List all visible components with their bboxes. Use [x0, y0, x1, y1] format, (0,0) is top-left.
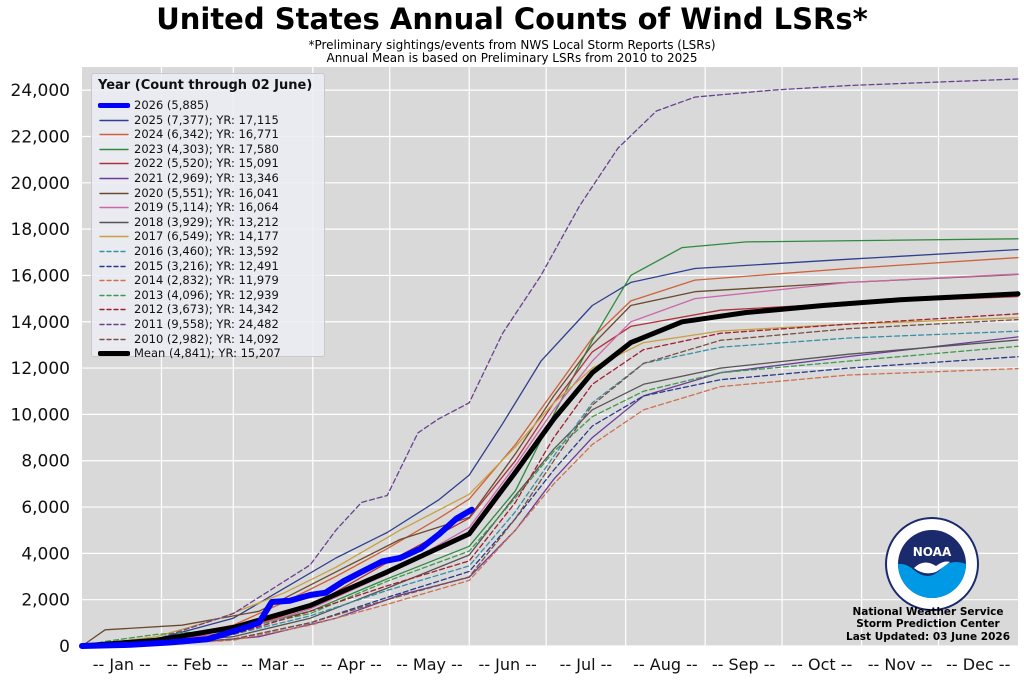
- credit-line-1: National Weather Service: [852, 605, 1004, 618]
- legend-swatch: [99, 119, 129, 121]
- legend-entry: 2012 (3,673); YR: 14,342: [98, 302, 324, 317]
- legend-label: 2023 (4,303); YR: 17,580: [134, 141, 279, 156]
- legend-entry: 2025 (7,377); YR: 17,115: [98, 113, 324, 128]
- legend-swatch: [99, 206, 129, 209]
- legend-label: 2014 (2,832); YR: 11,979: [134, 273, 279, 288]
- legend-swatch: [99, 279, 129, 282]
- x-tick-label: -- Jan --: [93, 655, 151, 674]
- series-line-16: [81, 318, 1019, 647]
- x-tick-label: -- Apr --: [321, 655, 382, 674]
- x-tick-label: -- Dec --: [946, 655, 1010, 674]
- legend-entry: 2021 (2,969); YR: 13,346: [98, 171, 324, 186]
- legend-entry: 2014 (2,832); YR: 11,979: [98, 273, 324, 288]
- series-line-0: [79, 506, 475, 649]
- series-line-15: [81, 78, 1019, 647]
- x-tick-label: -- Oct --: [791, 655, 852, 674]
- x-tick-label: -- Mar --: [241, 655, 304, 674]
- legend-swatch: [99, 163, 129, 165]
- legend-label: 2021 (2,969); YR: 13,346: [134, 171, 279, 185]
- x-tick-label: -- Jul --: [560, 655, 613, 674]
- chart-subtitle-line2: Annual Mean is based on Preliminary LSRs…: [326, 51, 698, 65]
- legend-label: 2024 (6,342); YR: 16,771: [134, 127, 279, 142]
- x-tick-label: -- Jun --: [479, 655, 537, 674]
- y-tick-label: 14,000: [11, 313, 70, 333]
- legend-entry: 2013 (4,096); YR: 12,939: [98, 288, 324, 303]
- series-line-13: [81, 345, 1019, 647]
- legend-swatch: [99, 294, 129, 296]
- legend-entry: 2020 (5,551); YR: 16,041: [98, 186, 324, 201]
- legend-swatch: [99, 177, 129, 180]
- noaa-logo-icon: NOAA: [885, 517, 979, 611]
- series-line-8: [81, 339, 1019, 647]
- legend-entry: 2022 (5,520); YR: 15,091: [98, 156, 324, 171]
- y-tick-label: 4,000: [21, 544, 70, 564]
- legend-label: 2013 (4,096); YR: 12,939: [134, 287, 279, 302]
- legend-swatch: [98, 103, 130, 108]
- credit-line-2: Storm Prediction Center: [856, 618, 1000, 630]
- legend-label: 2010 (2,982); YR: 14,092: [134, 331, 279, 346]
- y-tick-label: 18,000: [11, 220, 70, 240]
- x-tick-label: -- May --: [396, 655, 462, 674]
- chart-title: United States Annual Counts of Wind LSRs…: [156, 2, 868, 36]
- legend-swatch: [99, 309, 129, 311]
- legend-label: 2015 (3,216); YR: 12,491: [134, 258, 279, 273]
- legend-entry: 2019 (5,114); YR: 16,064: [98, 200, 324, 215]
- series-line-6: [81, 273, 1019, 647]
- legend-label: 2018 (3,929); YR: 13,212: [134, 214, 279, 229]
- y-tick-label: 8,000: [21, 452, 70, 472]
- legend-label: 2025 (7,377); YR: 17,115: [134, 112, 279, 127]
- x-tick-label: -- Nov --: [868, 655, 933, 674]
- legend-swatch: [99, 133, 129, 136]
- y-tick-label: 10,000: [11, 405, 70, 425]
- legend-entry: 2023 (4,303); YR: 17,580: [98, 142, 324, 157]
- y-tick-label: 0: [59, 637, 70, 657]
- legend-swatch: [99, 338, 129, 340]
- legend-title: Year (Count through 02 June): [98, 78, 313, 93]
- y-tick-label: 24,000: [11, 81, 70, 101]
- y-tick-label: 6,000: [21, 498, 70, 518]
- legend-swatch: [98, 351, 130, 357]
- legend-entry: Mean (4,841); YR: 15,207: [98, 346, 324, 361]
- legend-entry: 2011 (9,558); YR: 24,482: [98, 317, 324, 332]
- legend-swatch: [99, 148, 129, 150]
- legend-entry: 2018 (3,929); YR: 13,212: [98, 215, 324, 230]
- y-tick-label: 20,000: [11, 174, 70, 194]
- x-tick-label: -- Aug --: [633, 655, 698, 674]
- legend-swatch: [99, 250, 129, 253]
- legend-label: 2022 (5,520); YR: 15,091: [134, 156, 279, 171]
- legend-label: 2016 (3,460); YR: 13,592: [134, 244, 279, 258]
- legend-entry: 2017 (6,549); YR: 14,177: [98, 229, 324, 244]
- x-tick-label: -- Feb --: [167, 655, 229, 674]
- legend-label: 2012 (3,673); YR: 14,342: [134, 302, 279, 317]
- legend-entry: 2026 (5,885): [98, 98, 324, 113]
- chart-subtitle-line1: *Preliminary sightings/events from NWS L…: [308, 38, 716, 52]
- legend-label: 2011 (9,558); YR: 24,482: [134, 317, 279, 331]
- legend-entry: 2016 (3,460); YR: 13,592: [98, 244, 324, 259]
- y-tick-label: 2,000: [21, 591, 70, 611]
- credit-line-3: Last Updated: 03 June 2026: [846, 630, 1010, 643]
- legend-label: 2019 (5,114); YR: 16,064: [134, 200, 279, 215]
- chart-legend: Year (Count through 02 June) 2026 (5,885…: [91, 73, 325, 360]
- x-tick-label: -- Sep --: [712, 655, 775, 674]
- legend-label: Mean (4,841); YR: 15,207: [134, 346, 281, 361]
- legend-label: 2026 (5,885): [134, 98, 209, 112]
- legend-swatch: [99, 265, 129, 267]
- y-tick-label: 16,000: [11, 266, 70, 286]
- legend-entry: 2010 (2,982); YR: 14,092: [98, 332, 324, 347]
- legend-label: 2017 (6,549); YR: 14,177: [134, 229, 279, 244]
- series-line-1: [81, 248, 1019, 647]
- credit-block: National Weather Service Storm Predictio…: [846, 606, 1010, 644]
- series-line-12: [81, 367, 1019, 647]
- series-line-2: [81, 256, 1019, 647]
- legend-entry: 2024 (6,342); YR: 16,771: [98, 127, 324, 142]
- legend-swatch: [99, 323, 129, 326]
- y-tick-label: 12,000: [11, 359, 70, 379]
- legend-swatch: [99, 236, 129, 238]
- y-tick-label: 22,000: [11, 127, 70, 147]
- legend-label: 2020 (5,551); YR: 16,041: [134, 185, 279, 200]
- legend-entry: 2015 (3,216); YR: 12,491: [98, 259, 324, 274]
- legend-swatch: [99, 192, 129, 194]
- legend-swatch: [99, 221, 129, 223]
- noaa-logo-text: NOAA: [913, 545, 952, 559]
